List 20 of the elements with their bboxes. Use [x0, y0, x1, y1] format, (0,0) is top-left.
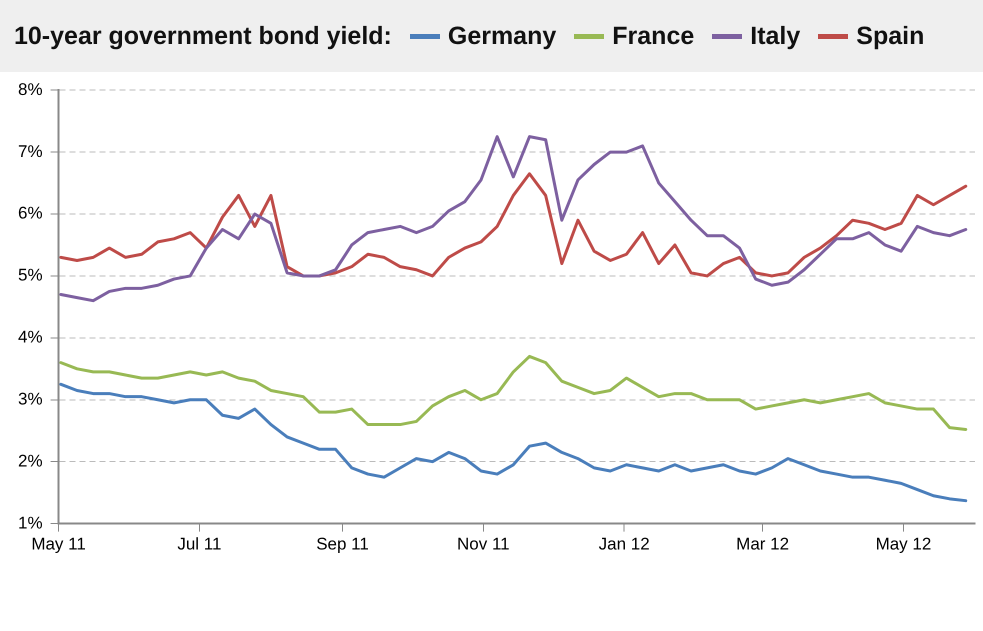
- y-tick-label: 5%: [18, 266, 43, 285]
- x-tick-label: Jul 11: [177, 534, 222, 554]
- x-tick-label: Mar 12: [736, 534, 790, 554]
- x-tick-label: Jan 12: [598, 534, 650, 554]
- y-tick-label: 2%: [18, 451, 43, 470]
- x-tick-label: Sep 11: [316, 534, 369, 554]
- y-tick-label: 6%: [18, 204, 43, 223]
- y-tick-label: 4%: [18, 328, 43, 347]
- x-tick-label: May 11: [31, 534, 86, 554]
- x-tick-label: Nov 11: [457, 534, 510, 554]
- legend-label: France: [612, 22, 694, 50]
- y-tick-label: 3%: [18, 389, 43, 408]
- chart-title: 10-year government bond yield:: [14, 22, 392, 50]
- y-tick-label: 1%: [18, 513, 43, 532]
- legend-label: Italy: [750, 22, 800, 50]
- x-tick-label: May 12: [876, 534, 932, 554]
- legend-label: Germany: [448, 22, 556, 50]
- y-tick-label: 7%: [18, 142, 43, 161]
- legend-label: Spain: [856, 22, 924, 50]
- y-tick-label: 8%: [18, 80, 43, 99]
